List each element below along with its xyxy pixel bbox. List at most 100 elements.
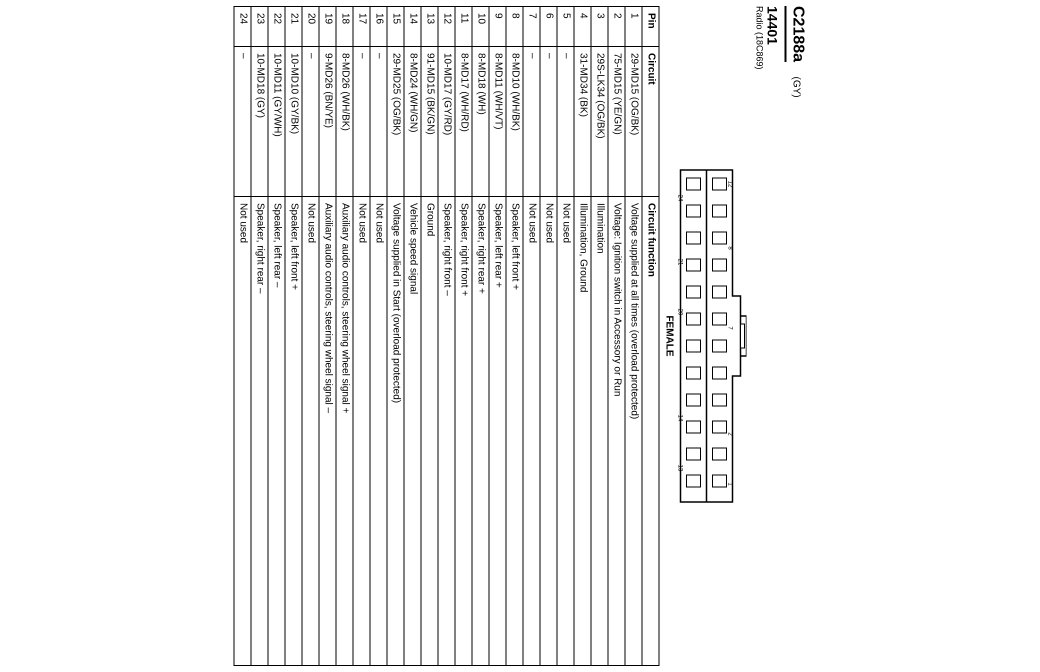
cell-circuit: 8-MD11 (WH/VT)	[489, 47, 506, 197]
cell-pin: 18	[336, 7, 353, 47]
cell-function: Speaker, right front –	[438, 197, 455, 666]
cell-pin: 1	[625, 7, 642, 47]
cell-pin: 10	[472, 7, 489, 47]
table-row: 275-MD15 (YE/GN)Voltage: Ignition switch…	[608, 7, 625, 666]
cell-circuit: 8-MD10 (WH/BK)	[506, 47, 523, 197]
connector-diagram-block: 127812 1314202124 FEMALE	[664, 6, 747, 666]
cell-pin: 2	[608, 7, 625, 47]
table-row: 1391-MD15 (BK/GN)Ground	[421, 7, 438, 666]
column-header-pin: Pin	[642, 7, 659, 47]
cell-circuit: 29-MD15 (OG/BK)	[625, 47, 642, 197]
cell-pin: 6	[540, 7, 557, 47]
component-desc: Radio (18C869)	[755, 6, 765, 666]
column-header-circuit: Circuit	[642, 47, 659, 197]
cell-circuit: 8-MD24 (WH/GN)	[404, 47, 421, 197]
cell-function: Speaker, right rear –	[251, 197, 268, 666]
cell-function: Auxiliary audio controls, steering wheel…	[319, 197, 336, 666]
cell-function: Illumination, Ground	[574, 197, 591, 666]
cell-pin: 3	[591, 7, 608, 47]
cell-pin: 12	[438, 7, 455, 47]
cell-pin: 17	[353, 7, 370, 47]
cell-function: Speaker, left front +	[285, 197, 302, 666]
cell-function: Auxiliary audio controls, steering wheel…	[336, 197, 353, 666]
cell-pin: 19	[319, 7, 336, 47]
table-row: 2210-MD11 (GY/WH)Speaker, left rear –	[268, 7, 285, 666]
cell-pin: 7	[523, 7, 540, 47]
cell-circuit: 10-MD11 (GY/WH)	[268, 47, 285, 197]
connector-diagram: 127812 1314202124	[677, 166, 747, 506]
svg-text:20: 20	[677, 309, 683, 316]
cell-circuit: 9-MD26 (BN/YE)	[319, 47, 336, 197]
table-row: 108-MD18 (WH)Speaker, right rear +	[472, 7, 489, 666]
cell-function: Ground	[421, 197, 438, 666]
cell-pin: 21	[285, 7, 302, 47]
cell-circuit: 8-MD18 (WH)	[472, 47, 489, 197]
cell-circuit: –	[540, 47, 557, 197]
cell-pin: 4	[574, 7, 591, 47]
table-row: 88-MD10 (WH/BK)Speaker, left front +	[506, 7, 523, 666]
svg-text:13: 13	[677, 465, 683, 472]
cell-circuit: 10-MD18 (GY)	[251, 47, 268, 197]
table-row: 2110-MD10 (GY/BK)Speaker, left front +	[285, 7, 302, 666]
cell-circuit: 31-MD34 (BK)	[574, 47, 591, 197]
wiring-id: 14401	[765, 6, 781, 666]
table-row: 7–Not used	[523, 7, 540, 666]
table-row: 188-MD26 (WH/BK)Auxiliary audio controls…	[336, 7, 353, 666]
column-header-function: Circuit function	[642, 197, 659, 666]
connector-id: C2188a	[785, 6, 807, 62]
connector-gender-label: FEMALE	[664, 6, 675, 666]
svg-text:21: 21	[677, 259, 683, 266]
cell-function: Speaker, right rear +	[472, 197, 489, 666]
cell-function: Voltage supplied in Start (overload prot…	[387, 197, 404, 666]
cell-pin: 14	[404, 7, 421, 47]
table-row: 24–Not used	[234, 7, 251, 666]
cell-circuit: –	[370, 47, 387, 197]
cell-pin: 9	[489, 7, 506, 47]
cell-pin: 8	[506, 7, 523, 47]
table-row: 431-MD34 (BK)Illumination, Ground	[574, 7, 591, 666]
cell-function: Illumination	[591, 197, 608, 666]
cell-circuit: 29S-LK34 (OG/BK)	[591, 47, 608, 197]
cell-function: Not used	[353, 197, 370, 666]
pinout-table: Pin Circuit Circuit function 129-MD15 (O…	[234, 6, 660, 666]
cell-function: Speaker, left rear –	[268, 197, 285, 666]
connector-color: (GY)	[791, 77, 802, 98]
table-row: 98-MD11 (WH/VT)Speaker, left rear +	[489, 7, 506, 666]
cell-circuit: 91-MD15 (BK/GN)	[421, 47, 438, 197]
cell-circuit: 8-MD17 (WH/RD)	[455, 47, 472, 197]
cell-function: Voltage supplied at all times (overload …	[625, 197, 642, 666]
cell-function: Not used	[557, 197, 574, 666]
cell-circuit: 75-MD15 (YE/GN)	[608, 47, 625, 197]
cell-function: Not used	[302, 197, 319, 666]
cell-circuit: –	[557, 47, 574, 197]
cell-circuit: 10-MD10 (GY/BK)	[285, 47, 302, 197]
cell-function: Speaker, left rear +	[489, 197, 506, 666]
cell-pin: 23	[251, 7, 268, 47]
cell-pin: 13	[421, 7, 438, 47]
table-row: 1210-MD17 (GY/RD)Speaker, right front –	[438, 7, 455, 666]
table-row: 129-MD15 (OG/BK)Voltage supplied at all …	[625, 7, 642, 666]
cell-pin: 15	[387, 7, 404, 47]
cell-function: Vehicle speed signal	[404, 197, 421, 666]
table-row: 329S-LK34 (OG/BK)Illumination	[591, 7, 608, 666]
table-row: 6–Not used	[540, 7, 557, 666]
cell-circuit: –	[523, 47, 540, 197]
cell-function: Not used	[234, 197, 251, 666]
cell-pin: 24	[234, 7, 251, 47]
cell-function: Speaker, right front +	[455, 197, 472, 666]
cell-circuit: 10-MD17 (GY/RD)	[438, 47, 455, 197]
cell-pin: 16	[370, 7, 387, 47]
table-row: 199-MD26 (BN/YE)Auxiliary audio controls…	[319, 7, 336, 666]
svg-text:14: 14	[677, 415, 683, 422]
table-row: 5–Not used	[557, 7, 574, 666]
table-row: 17–Not used	[353, 7, 370, 666]
cell-pin: 22	[268, 7, 285, 47]
table-row: 118-MD17 (WH/RD)Speaker, right front +	[455, 7, 472, 666]
table-row: 148-MD24 (WH/GN)Vehicle speed signal	[404, 7, 421, 666]
cell-function: Voltage: Ignition switch in Accessory or…	[608, 197, 625, 666]
svg-text:24: 24	[677, 195, 683, 202]
cell-circuit: –	[353, 47, 370, 197]
cell-circuit: 29-MD25 (OG/BK)	[387, 47, 404, 197]
cell-pin: 20	[302, 7, 319, 47]
cell-function: Not used	[540, 197, 557, 666]
